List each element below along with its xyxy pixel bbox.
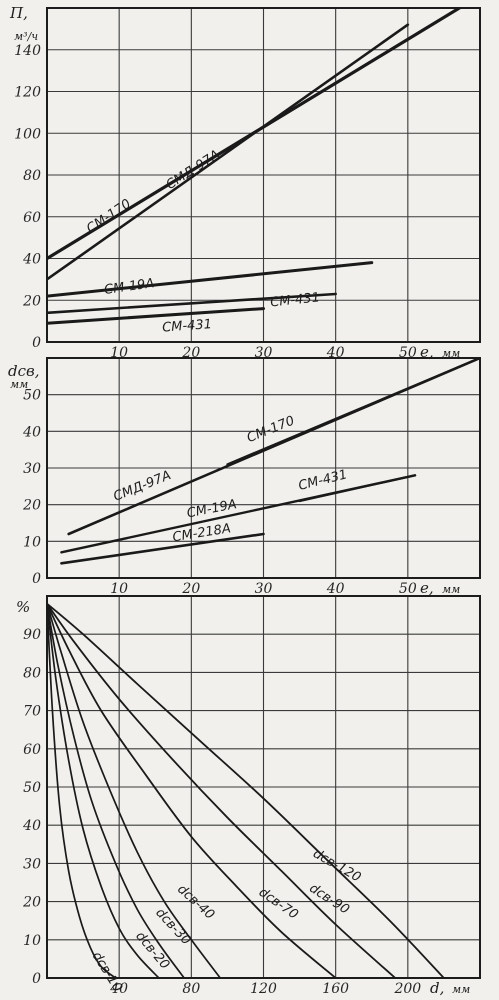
y-tick-label: 40 xyxy=(22,818,41,834)
y-axis-unit: м³/ч xyxy=(14,30,38,43)
x-tick-label: 50 xyxy=(399,581,417,597)
y-tick-label: 20 xyxy=(22,498,41,514)
series-line xyxy=(47,602,185,978)
y-axis-label: % xyxy=(16,598,30,616)
y-tick-label: 0 xyxy=(32,571,41,587)
y-tick-label: 50 xyxy=(23,388,41,404)
plot-frame xyxy=(46,7,481,343)
series-line xyxy=(47,602,160,978)
y-tick-label: 0 xyxy=(32,335,41,351)
y-axis-label: dсв, xyxy=(8,362,40,380)
plot-frame xyxy=(46,595,481,979)
x-axis-unit: мм xyxy=(442,347,460,360)
y-tick-label: 100 xyxy=(14,126,41,142)
x-tick-label: 40 xyxy=(326,581,345,597)
series-line xyxy=(47,261,374,298)
series-label: СМ-19А xyxy=(103,276,155,298)
y-axis-unit: мм xyxy=(10,378,28,391)
series-line xyxy=(47,602,445,978)
series-line xyxy=(47,602,222,978)
y-tick-label: 10 xyxy=(23,534,41,550)
x-axis-label: d, xyxy=(430,979,444,997)
x-axis-label: e, xyxy=(420,579,434,597)
y-tick-label: 60 xyxy=(23,742,41,758)
y-tick-label: 80 xyxy=(23,665,41,681)
y-tick-label: 40 xyxy=(22,252,41,268)
series-line xyxy=(47,23,410,281)
y-tick-label: 60 xyxy=(23,210,41,226)
series-line xyxy=(298,474,417,503)
y-axis-label: П, xyxy=(9,4,28,22)
series-line xyxy=(47,292,337,315)
series-label: СМ-431 xyxy=(162,317,213,335)
series-line xyxy=(60,532,265,565)
x-tick-label: 40 xyxy=(109,981,128,997)
x-axis-unit: мм xyxy=(452,983,470,996)
y-tick-label: 80 xyxy=(23,168,41,184)
x-axis-label: e, xyxy=(420,343,434,361)
y-tick-label: 20 xyxy=(22,895,41,911)
x-tick-label: 20 xyxy=(181,581,200,597)
y-tick-label: 30 xyxy=(23,856,41,872)
y-tick-label: 30 xyxy=(23,461,41,477)
series-line xyxy=(226,358,480,466)
y-tick-label: 70 xyxy=(23,704,41,720)
y-tick-label: 40 xyxy=(22,424,41,440)
x-tick-label: 10 xyxy=(110,581,128,597)
plot-frame xyxy=(46,357,481,579)
y-tick-label: 120 xyxy=(14,85,41,101)
y-tick-label: 140 xyxy=(14,43,41,59)
series-line xyxy=(47,307,265,325)
x-tick-label: 30 xyxy=(255,581,273,597)
x-tick-label: 120 xyxy=(250,981,277,997)
y-tick-label: 50 xyxy=(23,780,41,796)
series-line xyxy=(47,602,397,978)
series-line xyxy=(47,602,337,978)
y-tick-label: 10 xyxy=(23,933,41,949)
x-tick-label: 160 xyxy=(322,981,349,997)
x-tick-label: 80 xyxy=(182,981,200,997)
series-line xyxy=(47,602,117,978)
y-tick-label: 90 xyxy=(23,627,41,643)
x-tick-label: 200 xyxy=(393,981,421,997)
series-label: СМ-431 xyxy=(270,290,321,310)
y-tick-label: 20 xyxy=(22,293,41,309)
x-axis-unit: мм xyxy=(442,583,460,596)
y-tick-label: 0 xyxy=(32,971,41,987)
